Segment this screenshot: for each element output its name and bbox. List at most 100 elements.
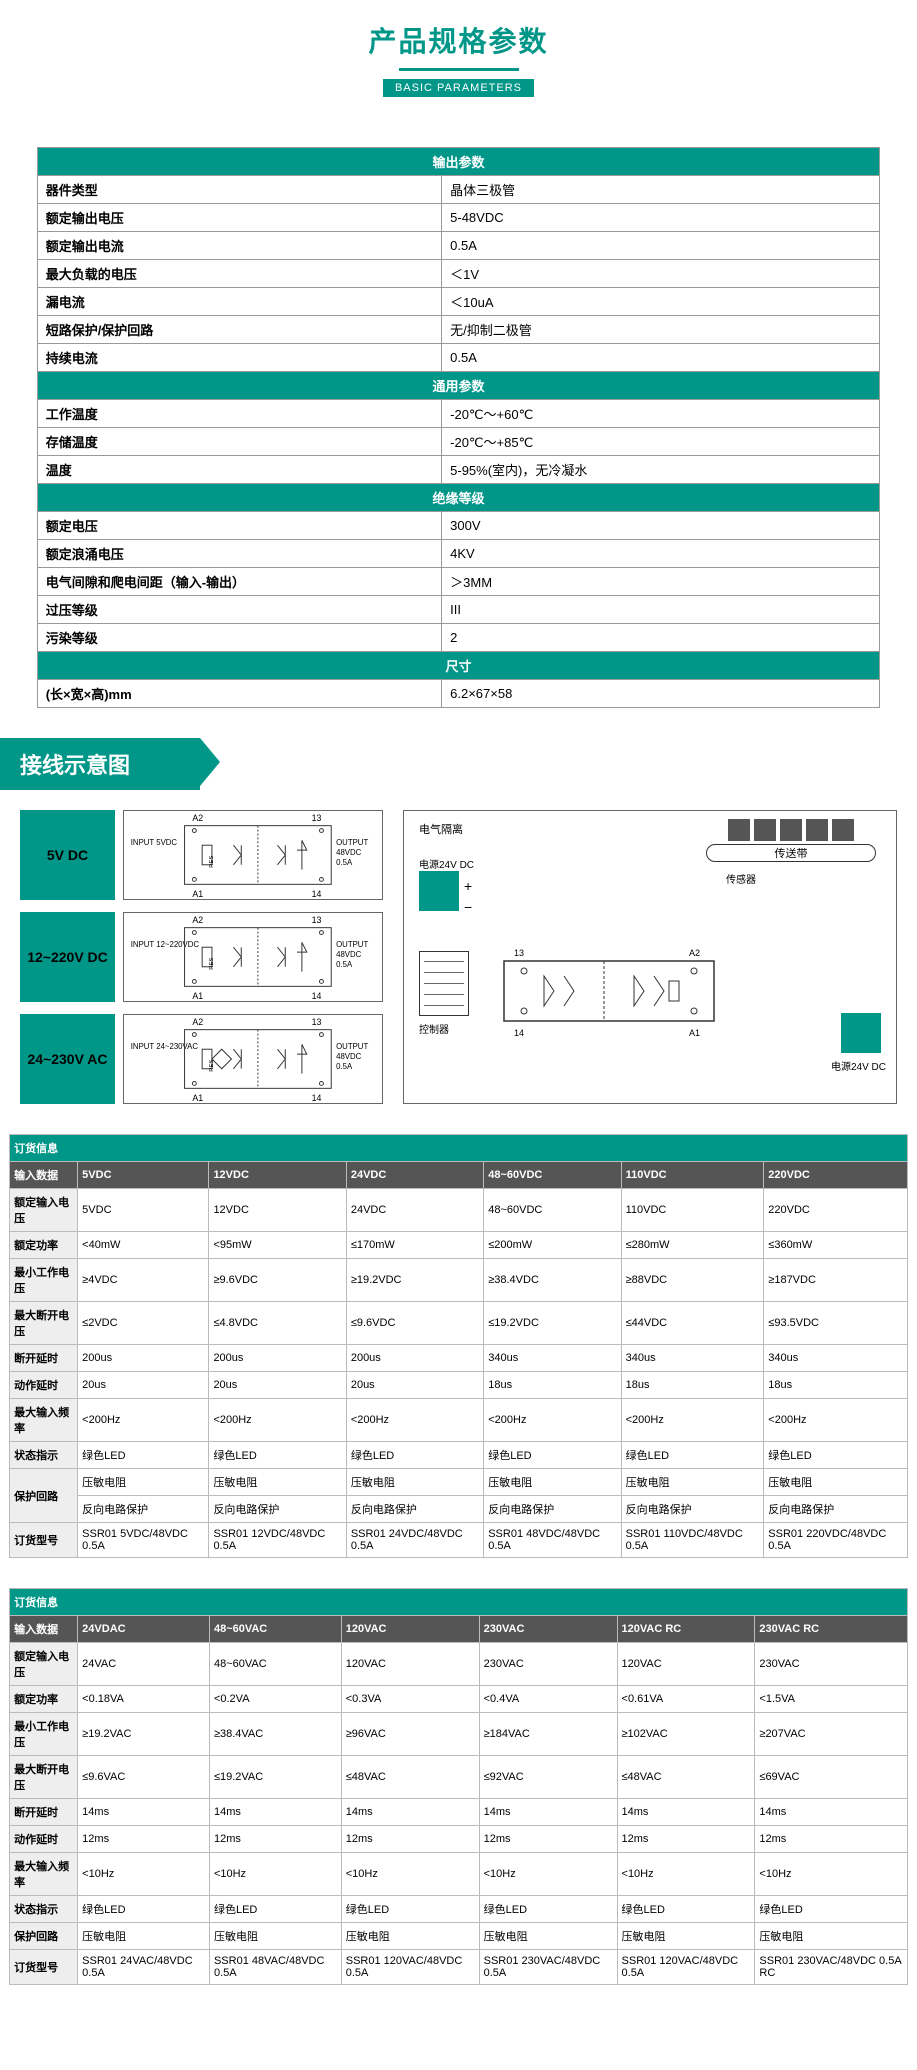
order-row-label: 额定输入电压 xyxy=(10,1643,78,1686)
order-cell: 120VAC RC xyxy=(617,1616,755,1643)
order-cell: <0.2VA xyxy=(209,1686,341,1713)
order-cell: 24VDC xyxy=(346,1189,483,1232)
order-row-label: 额定功率 xyxy=(10,1232,78,1259)
order-cell: ≤360mW xyxy=(764,1232,908,1259)
order-cell: ≤4.8VDC xyxy=(209,1302,346,1345)
svg-text:A1: A1 xyxy=(192,889,203,899)
svg-text:A2: A2 xyxy=(192,1017,203,1027)
order-cell: 14ms xyxy=(78,1799,210,1826)
order-cell: ≤280mW xyxy=(621,1232,764,1259)
wiring-row: 5V DC INPUT 5VDC A2 A1 13 14 OUTPUT 48VD… xyxy=(20,810,383,900)
order-cell: 压敏电阻 xyxy=(341,1923,479,1950)
order-row-label: 最大输入频率 xyxy=(10,1853,78,1896)
order-cell: 绿色LED xyxy=(617,1896,755,1923)
order-cell: 绿色LED xyxy=(479,1896,617,1923)
spec-label: 存储温度 xyxy=(37,428,441,456)
spec-value: -20℃～+60℃ xyxy=(442,400,880,428)
svg-text:0.5A: 0.5A xyxy=(336,960,353,969)
order-row-label: 额定输入电压 xyxy=(10,1189,78,1232)
spec-label: 持续电流 xyxy=(37,344,441,372)
order-cell: 48~60VAC xyxy=(209,1616,341,1643)
order-cell: 压敏电阻 xyxy=(78,1469,209,1496)
order-cell: 绿色LED xyxy=(764,1442,908,1469)
order1-title: 订货信息 xyxy=(10,1135,908,1162)
wiring-row: 24~230V AC INPUT 24~230VAC A2 A1 13 14 O… xyxy=(20,1014,383,1104)
order-cell: ≥9.6VDC xyxy=(209,1259,346,1302)
order-cell: ≥102VAC xyxy=(617,1713,755,1756)
order-cell: 反向电路保护 xyxy=(621,1496,764,1523)
order-cell: SSR01 110VDC/48VDC 0.5A xyxy=(621,1523,764,1558)
app-controller-box xyxy=(419,951,469,1016)
order-cell: ≤9.6VAC xyxy=(78,1756,210,1799)
order-cell: 反向电路保护 xyxy=(346,1496,483,1523)
order-cell: 12ms xyxy=(78,1826,210,1853)
order-cell: 12ms xyxy=(479,1826,617,1853)
order-row-label: 输入数据 xyxy=(10,1616,78,1643)
svg-text:A1: A1 xyxy=(192,991,203,1001)
order-cell: 230VAC xyxy=(755,1643,907,1686)
order-cell: 压敏电阻 xyxy=(479,1923,617,1950)
order-cell: 340us xyxy=(764,1345,908,1372)
order-cell: 20us xyxy=(346,1372,483,1399)
order-cell: 110VDC xyxy=(621,1189,764,1232)
spec-label: 污染等级 xyxy=(37,624,441,652)
order-cell: <10Hz xyxy=(617,1853,755,1896)
order-cell: SSR01 230VAC/48VDC 0.5A RC xyxy=(755,1950,907,1985)
wiring-voltage-box: 12~220V DC xyxy=(20,912,115,1002)
wiring-container: 5V DC INPUT 5VDC A2 A1 13 14 OUTPUT 48VD… xyxy=(0,810,917,1104)
order-cell: ≤2VDC xyxy=(78,1302,209,1345)
order-cell: 绿色LED xyxy=(78,1442,209,1469)
spec-section-3: 绝缘等级 xyxy=(37,484,880,512)
order-cell: 120VAC xyxy=(341,1643,479,1686)
wiring-circuit-diagram: INPUT 12~220VDC A2 A1 13 14 OUTPUT 48VDC… xyxy=(123,912,383,1002)
svg-text:A1: A1 xyxy=(689,1028,700,1038)
spec-value: ＜10uA xyxy=(442,288,880,316)
spec-value: 晶体三极管 xyxy=(442,176,880,204)
order-row-label: 状态指示 xyxy=(10,1442,78,1469)
spec-label: 电气间隙和爬电间距（输入-输出） xyxy=(37,568,441,596)
spec-label: 额定浪涌电压 xyxy=(37,540,441,568)
order-cell: 12ms xyxy=(209,1826,341,1853)
order-cell: ≤69VAC xyxy=(755,1756,907,1799)
order-cell: ≥96VAC xyxy=(341,1713,479,1756)
order-row-label: 订货型号 xyxy=(10,1523,78,1558)
order-cell: SSR01 12VDC/48VDC 0.5A xyxy=(209,1523,346,1558)
spec-section-1: 输出参数 xyxy=(37,148,880,176)
order-cell: 48~60VDC xyxy=(484,1162,621,1189)
order-cell: 24VDAC xyxy=(78,1616,210,1643)
order-cell: 压敏电阻 xyxy=(209,1469,346,1496)
svg-text:48VDC: 48VDC xyxy=(336,950,362,959)
order-cell: 反向电路保护 xyxy=(78,1496,209,1523)
spec-value: 0.5A xyxy=(442,344,880,372)
order-cell: ≤9.6VDC xyxy=(346,1302,483,1345)
order-cell: ≥38.4VDC xyxy=(484,1259,621,1302)
order-cell: <10Hz xyxy=(341,1853,479,1896)
order-row-label: 最大断开电压 xyxy=(10,1302,78,1345)
order-cell: SSR01 120VAC/48VDC 0.5A xyxy=(341,1950,479,1985)
order-cell: 340us xyxy=(621,1345,764,1372)
order-cell: <40mW xyxy=(78,1232,209,1259)
spec-label: 过压等级 xyxy=(37,596,441,624)
order-cell: 绿色LED xyxy=(755,1896,907,1923)
spec-label: 漏电流 xyxy=(37,288,441,316)
header-badge: BASIC PARAMETERS xyxy=(383,79,534,97)
spec-value: -20℃～+85℃ xyxy=(442,428,880,456)
order-cell: <10Hz xyxy=(78,1853,210,1896)
spec-label: 工作温度 xyxy=(37,400,441,428)
svg-text:A1: A1 xyxy=(192,1093,203,1103)
spec-label: 额定输出电压 xyxy=(37,204,441,232)
spec-value: ＜1V xyxy=(442,260,880,288)
order-cell: <200Hz xyxy=(209,1399,346,1442)
order-cell: 反向电路保护 xyxy=(209,1496,346,1523)
spec-value: 4KV xyxy=(442,540,880,568)
order-cell: ≥207VAC xyxy=(755,1713,907,1756)
order-cell: 5VDC xyxy=(78,1189,209,1232)
spec-value: 2 xyxy=(442,624,880,652)
order-row-label: 订货型号 xyxy=(10,1950,78,1985)
order-cell: 14ms xyxy=(479,1799,617,1826)
order-cell: 24VDC xyxy=(346,1162,483,1189)
svg-text:A2: A2 xyxy=(192,915,203,925)
order-cell: 230VAC xyxy=(479,1643,617,1686)
order-row-label: 动作延时 xyxy=(10,1372,78,1399)
svg-text:13: 13 xyxy=(312,1017,322,1027)
